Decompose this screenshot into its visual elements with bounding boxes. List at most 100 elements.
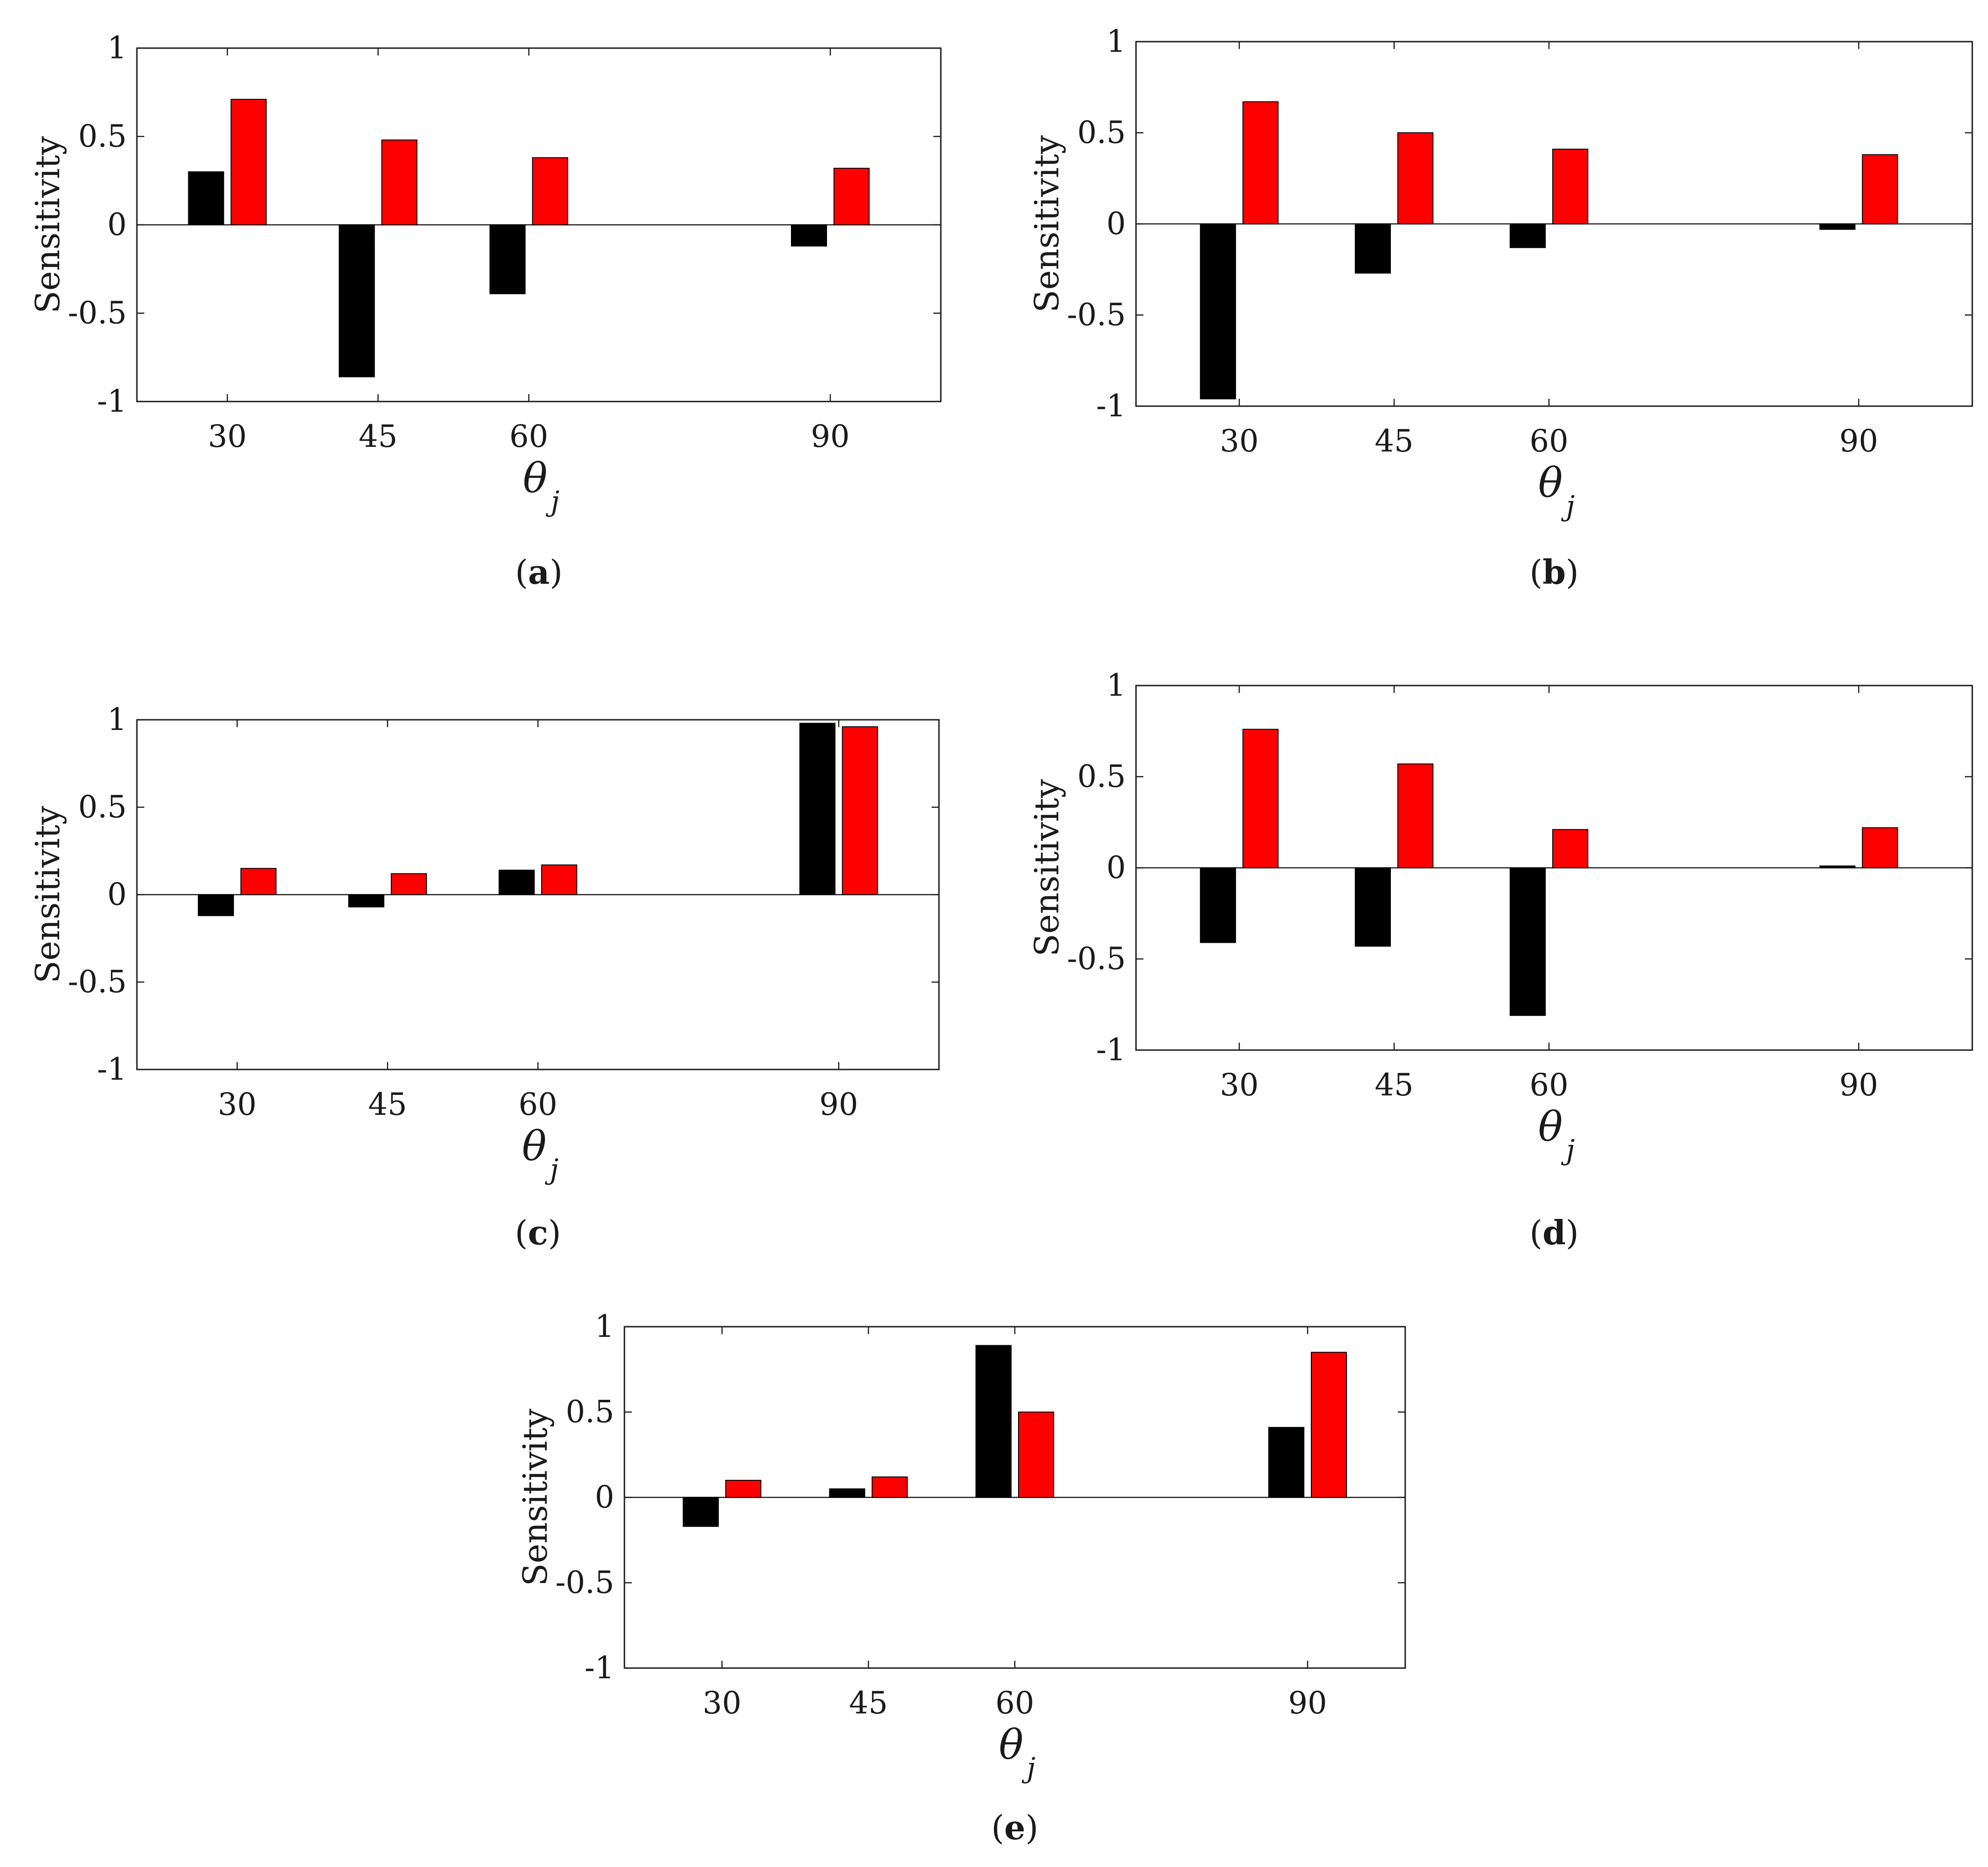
ytick-label: -1	[97, 1051, 127, 1087]
y-axis-label: Sensitivity	[28, 806, 67, 983]
ytick-label: 0.5	[78, 789, 127, 825]
xtick-label: 60	[509, 419, 548, 454]
bar-black-30	[1200, 223, 1236, 400]
x-axis-label: θ	[1538, 1103, 1563, 1150]
bar-black-60	[489, 224, 526, 294]
bar-red-30	[240, 868, 277, 896]
y-axis-label: Sensitivity	[516, 1409, 555, 1586]
caption-close-paren: )	[548, 1213, 561, 1252]
panel-caption: (e)	[991, 1808, 1038, 1847]
bar-red-30	[1242, 729, 1279, 869]
caption-open-paren: (	[991, 1808, 1004, 1847]
ytick-label: -1	[1096, 1032, 1126, 1068]
xtick-label: 60	[995, 1685, 1034, 1721]
ytick-label: 0.5	[566, 1394, 614, 1430]
ytick-label: 0	[1106, 206, 1126, 241]
bar-red-60	[541, 864, 577, 895]
caption-close-paren: )	[1566, 1213, 1579, 1252]
x-axis-label: θ	[1538, 459, 1563, 507]
ytick-label: 0	[595, 1479, 614, 1515]
x-axis-label-subscript: j	[1561, 1134, 1575, 1166]
panel-d: -1 -0.5 0 0.5 1 30 45 60 90 Sensitivity θ j (d)	[1027, 668, 1973, 1252]
ytick-label: -0.5	[68, 964, 127, 1000]
ytick-label: -1	[97, 383, 127, 419]
xtick-label: 90	[811, 419, 850, 454]
bar-black-60	[1509, 223, 1546, 248]
bar-red-45	[1397, 132, 1434, 224]
xtick-label: 30	[1220, 1067, 1259, 1103]
bar-red-90	[842, 726, 878, 895]
bar-black-60	[975, 1345, 1012, 1498]
ytick-label: -1	[585, 1650, 614, 1686]
xtick-label: 90	[1288, 1685, 1327, 1721]
xtick-label: 30	[1220, 423, 1259, 459]
ytick-label: 0.5	[78, 118, 127, 154]
ytick-label: 0.5	[1077, 759, 1126, 794]
bar-black-60	[499, 870, 535, 895]
x-axis-label: θ	[522, 1122, 547, 1170]
ytick-label: -0.5	[556, 1565, 614, 1601]
caption-letter: e	[1004, 1808, 1025, 1847]
panel-caption: (b)	[1530, 552, 1579, 592]
xtick-label: 45	[358, 419, 397, 454]
ytick-label: -1	[1096, 388, 1126, 424]
ytick-label: 0	[1106, 850, 1126, 885]
bar-red-30	[230, 99, 267, 225]
xtick-label: 45	[1375, 1067, 1414, 1103]
ytick-label: 1	[1106, 668, 1126, 703]
bar-red-90	[1862, 154, 1898, 224]
bar-red-90	[1311, 1352, 1347, 1498]
bar-red-60	[1018, 1411, 1054, 1498]
bar-red-30	[725, 1480, 761, 1498]
y-axis-label: Sensitivity	[28, 136, 67, 314]
ytick-label: 0.5	[1077, 115, 1126, 150]
bar-black-45	[1355, 223, 1391, 274]
bar-red-45	[1397, 763, 1434, 869]
x-axis-label-subscript: j	[546, 485, 560, 518]
caption-open-paren: (	[1530, 1213, 1543, 1252]
caption-open-paren: (	[1530, 553, 1543, 592]
panel-caption: (a)	[515, 552, 563, 592]
bar-black-90	[1819, 223, 1856, 230]
xtick-label: 45	[368, 1087, 407, 1122]
caption-letter: b	[1543, 552, 1566, 592]
panel-e: -1 -0.5 0 0.5 1 30 45 60 90 Sensitivity θ j (e)	[516, 1309, 1406, 1847]
y-axis-label: Sensitivity	[1027, 135, 1066, 313]
ytick-label: 1	[1106, 24, 1126, 59]
bar-red-60	[1552, 829, 1588, 869]
x-axis-label-subscript: j	[545, 1153, 559, 1186]
xtick-label: 30	[208, 419, 247, 454]
bar-black-45	[829, 1488, 865, 1498]
bar-red-60	[1552, 148, 1588, 224]
panel-b: -1 -0.5 0 0.5 1 30 45 60 90 Sensitivity θ j (b)	[1027, 24, 1973, 592]
caption-letter: a	[528, 552, 550, 592]
ytick-label: -0.5	[68, 295, 127, 331]
ytick-label: -0.5	[1067, 941, 1126, 977]
panel-c: -1 -0.5 0 0.5 1 30 45 60 90 Sensitivity θ j (c)	[28, 702, 940, 1252]
x-axis-label: θ	[999, 1721, 1024, 1768]
bar-black-90	[791, 224, 827, 247]
bar-black-30	[198, 894, 234, 916]
ytick-label: 0	[107, 207, 127, 242]
xtick-label: 45	[849, 1685, 888, 1721]
bar-red-90	[833, 167, 870, 226]
caption-close-paren: )	[1566, 553, 1579, 592]
xtick-label: 90	[819, 1087, 858, 1122]
bar-black-30	[1200, 867, 1236, 943]
caption-close-paren: )	[1025, 1808, 1038, 1847]
bar-black-90	[799, 723, 836, 896]
ytick-label: 0	[107, 877, 127, 912]
bar-black-90	[1268, 1427, 1304, 1498]
x-axis-label-subscript: j	[1022, 1752, 1036, 1784]
bar-red-45	[871, 1476, 908, 1498]
bar-red-90	[1862, 827, 1898, 868]
xtick-label: 90	[1839, 423, 1878, 459]
x-axis-label-subscript: j	[1561, 490, 1575, 522]
bar-red-30	[1242, 101, 1279, 225]
bar-black-45	[339, 224, 375, 377]
bar-red-45	[390, 873, 427, 896]
bar-black-30	[683, 1497, 719, 1527]
ytick-label: 1	[107, 30, 127, 66]
panel-a: -1 -0.5 0 0.5 1 30 45 60 90 Sensitivity θ j (a)	[28, 30, 942, 592]
